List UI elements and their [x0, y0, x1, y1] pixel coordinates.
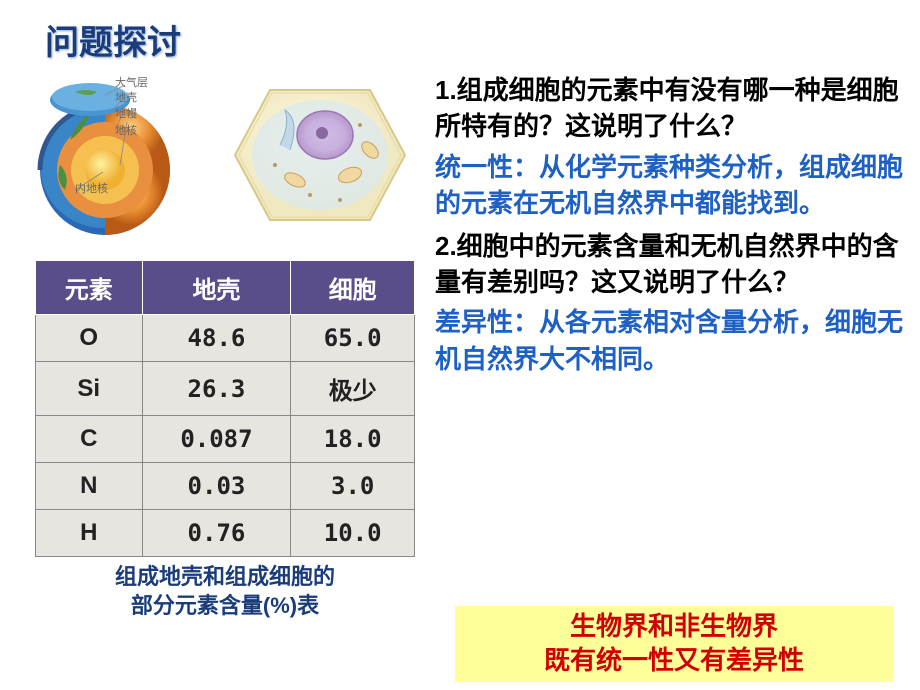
question-2: 2.细胞中的元素含量和无机自然界中的含量有差别吗？这又说明了什么？ [435, 228, 905, 301]
element-table: 元素 地壳 细胞 O 48.6 65.0 Si 26.3 极少 C [35, 260, 415, 620]
conclusion-box: 生物界和非生物界 既有统一性又有差异性 [455, 606, 893, 682]
table-row: N 0.03 3.0 [36, 463, 415, 510]
table-row: C 0.087 18.0 [36, 416, 415, 463]
col-element: 元素 [36, 261, 143, 315]
answer-2: 差异性：从各元素相对含量分析，细胞无机自然界大不相同。 [435, 304, 905, 377]
cell-diagram [230, 75, 410, 235]
earth-layer-labels: 大气层 地壳 地幔 地核 [115, 76, 148, 140]
col-cell: 细胞 [291, 261, 415, 315]
earth-inner-core-label: 内地核 [75, 180, 108, 196]
table-row: O 48.6 65.0 [36, 315, 415, 362]
page-title: 问题探讨 [45, 15, 181, 64]
table-header-row: 元素 地壳 细胞 [36, 261, 415, 315]
right-content: 1.组成细胞的元素中有没有哪一种是细胞所特有的？这说明了什么？ 统一性：从化学元… [435, 72, 905, 383]
question-1: 1.组成细胞的元素中有没有哪一种是细胞所特有的？这说明了什么？ [435, 72, 905, 145]
table-row: Si 26.3 极少 [36, 362, 415, 416]
col-crust: 地壳 [142, 261, 291, 315]
table-row: H 0.76 10.0 [36, 510, 415, 557]
table-caption: 组成地壳和组成细胞的 部分元素含量(%)表 [35, 563, 415, 620]
answer-1: 统一性：从化学元素种类分析，组成细胞的元素在无机自然界中都能找到。 [435, 149, 905, 222]
